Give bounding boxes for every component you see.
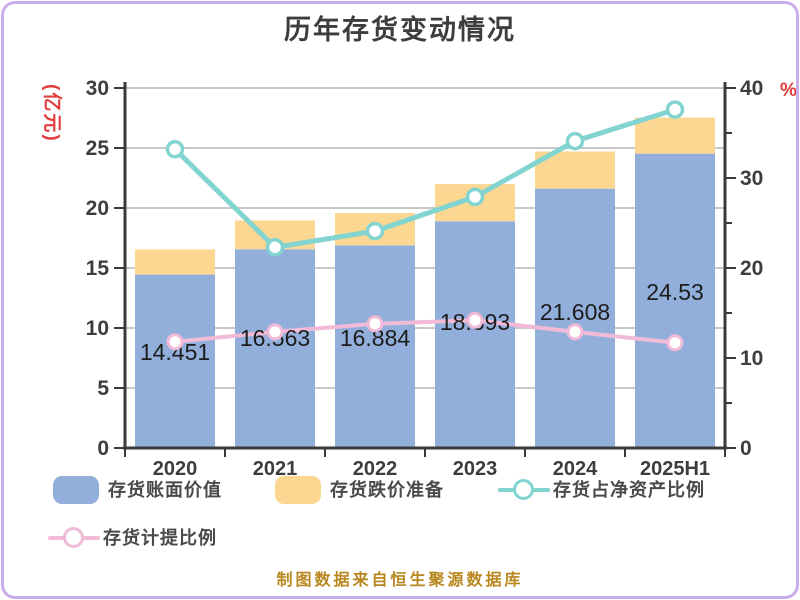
net-asset-ratio-marker-2020[interactable]	[165, 139, 185, 159]
provision-ratio-marker-2024[interactable]	[566, 323, 584, 341]
right-axis-tick-label: 30	[740, 167, 763, 190]
net-asset-ratio-marker-2024[interactable]	[565, 131, 585, 151]
net-asset-ratio-marker-2023[interactable]	[465, 187, 485, 207]
net-asset-ratio-line[interactable]	[172, 107, 678, 250]
bar-provision-2025H1[interactable]	[635, 117, 715, 154]
chart-title: 历年存货变动情况	[284, 15, 516, 45]
left-axis-tick-label: 10	[86, 317, 109, 340]
right-axis-tick-label: 0	[740, 437, 752, 460]
legend-label-provision: 存货跌价准备	[330, 480, 444, 500]
left-axis-tick-label: 25	[86, 137, 110, 160]
bar-provision-2020[interactable]	[135, 249, 215, 275]
bar-book-value-2021[interactable]	[235, 249, 315, 448]
x-axis-label-2021: 2021	[253, 458, 298, 480]
left-axis-tick-label: 30	[86, 77, 109, 100]
bar-book-value-2024[interactable]	[535, 188, 615, 449]
provision-ratio-line[interactable]	[173, 318, 677, 345]
x-axis-label-2025H1: 2025H1	[640, 458, 710, 480]
bar-book-value-2023[interactable]	[435, 221, 515, 448]
net-asset-ratio-marker-2025H1[interactable]	[665, 100, 685, 119]
right-axis-tick-label: 40	[740, 77, 763, 100]
legend-label-book-value: 存货账面价值	[108, 480, 222, 500]
provision-ratio-marker-2025H1[interactable]	[666, 334, 684, 352]
book-value-swatch-icon	[53, 476, 99, 504]
legend-label-provision-ratio: 存货计提比例	[103, 528, 217, 548]
net-asset-ratio-marker-2022[interactable]	[365, 221, 385, 241]
x-axis-label-2020: 2020	[153, 458, 198, 480]
legend-label-net-asset-ratio: 存货占净资产比例	[553, 480, 705, 500]
provision-ratio-marker-2023[interactable]	[466, 311, 484, 329]
bar-book-value-2025H1[interactable]	[635, 153, 715, 448]
provision-ratio-marker-2020[interactable]	[166, 333, 184, 351]
x-axis-label-2022: 2022	[353, 458, 398, 480]
provision-ratio-marker-2021[interactable]	[266, 323, 284, 341]
x-axis-label-2023: 2023	[453, 458, 498, 480]
x-axis-label-2024: 2024	[553, 458, 598, 480]
data-label-2024: 21.608	[540, 299, 610, 325]
provision-ratio-marker-2022[interactable]	[366, 315, 384, 333]
bar-book-value-2022[interactable]	[335, 245, 415, 448]
right-axis-tick-label: 10	[740, 347, 763, 370]
bar-book-value-2020[interactable]	[135, 274, 215, 448]
right-axis-unit-label: %	[780, 80, 797, 101]
left-axis-tick-label: 15	[86, 257, 110, 280]
left-axis-unit-label: (亿元)	[41, 84, 62, 143]
net-asset-ratio-circle-icon	[513, 479, 534, 500]
net-asset-ratio-marker-2021[interactable]	[265, 238, 285, 257]
left-axis-tick-label: 0	[97, 437, 109, 460]
right-axis-tick-label: 20	[740, 257, 763, 280]
provision-ratio-circle-icon	[63, 527, 84, 548]
left-axis-tick-label: 5	[97, 377, 109, 400]
provision-swatch-icon	[275, 476, 321, 504]
left-axis-tick-label: 20	[86, 197, 109, 220]
data-label-2025H1: 24.53	[646, 279, 704, 305]
footer-source-text: 制图数据来自恒生聚源数据库	[276, 572, 524, 589]
